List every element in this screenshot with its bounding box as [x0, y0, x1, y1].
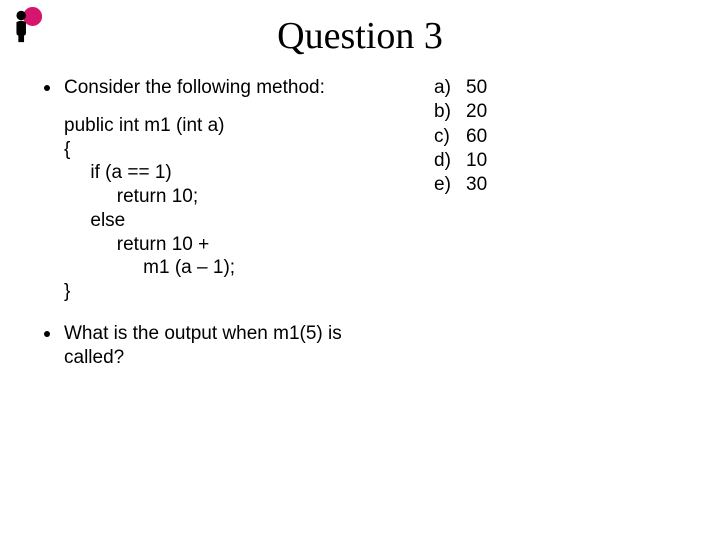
bullet-text: Consider the following method:	[64, 76, 364, 100]
slide-title: Question 3	[0, 0, 720, 76]
bullet-marker	[44, 85, 50, 91]
answer-label: c)	[434, 125, 466, 149]
code-block: public int m1 (int a) { if (a == 1) retu…	[64, 114, 364, 304]
answer-option: a) 50	[434, 76, 487, 100]
answer-label: e)	[434, 173, 466, 197]
answer-value: 20	[466, 100, 487, 124]
answer-label: a)	[434, 76, 466, 100]
bullet-text: What is the output when m1(5) is called?	[64, 322, 364, 370]
answer-value: 10	[466, 149, 487, 173]
bullet-item: Consider the following method:	[44, 76, 364, 100]
content-area: Consider the following method: public in…	[0, 76, 720, 375]
logo-icon	[6, 6, 44, 44]
answer-option: b) 20	[434, 100, 487, 124]
answer-label: b)	[434, 100, 466, 124]
answer-option: d) 10	[434, 149, 487, 173]
answer-value: 60	[466, 125, 487, 149]
answer-label: d)	[434, 149, 466, 173]
answer-option: c) 60	[434, 125, 487, 149]
bullet-marker	[44, 331, 50, 337]
answer-value: 50	[466, 76, 487, 100]
question-column: Consider the following method: public in…	[44, 76, 364, 375]
answer-value: 30	[466, 173, 487, 197]
answers-column: a) 50 b) 20 c) 60 d) 10 e) 30	[404, 76, 487, 375]
answer-option: e) 30	[434, 173, 487, 197]
bullet-item: What is the output when m1(5) is called?	[44, 322, 364, 370]
